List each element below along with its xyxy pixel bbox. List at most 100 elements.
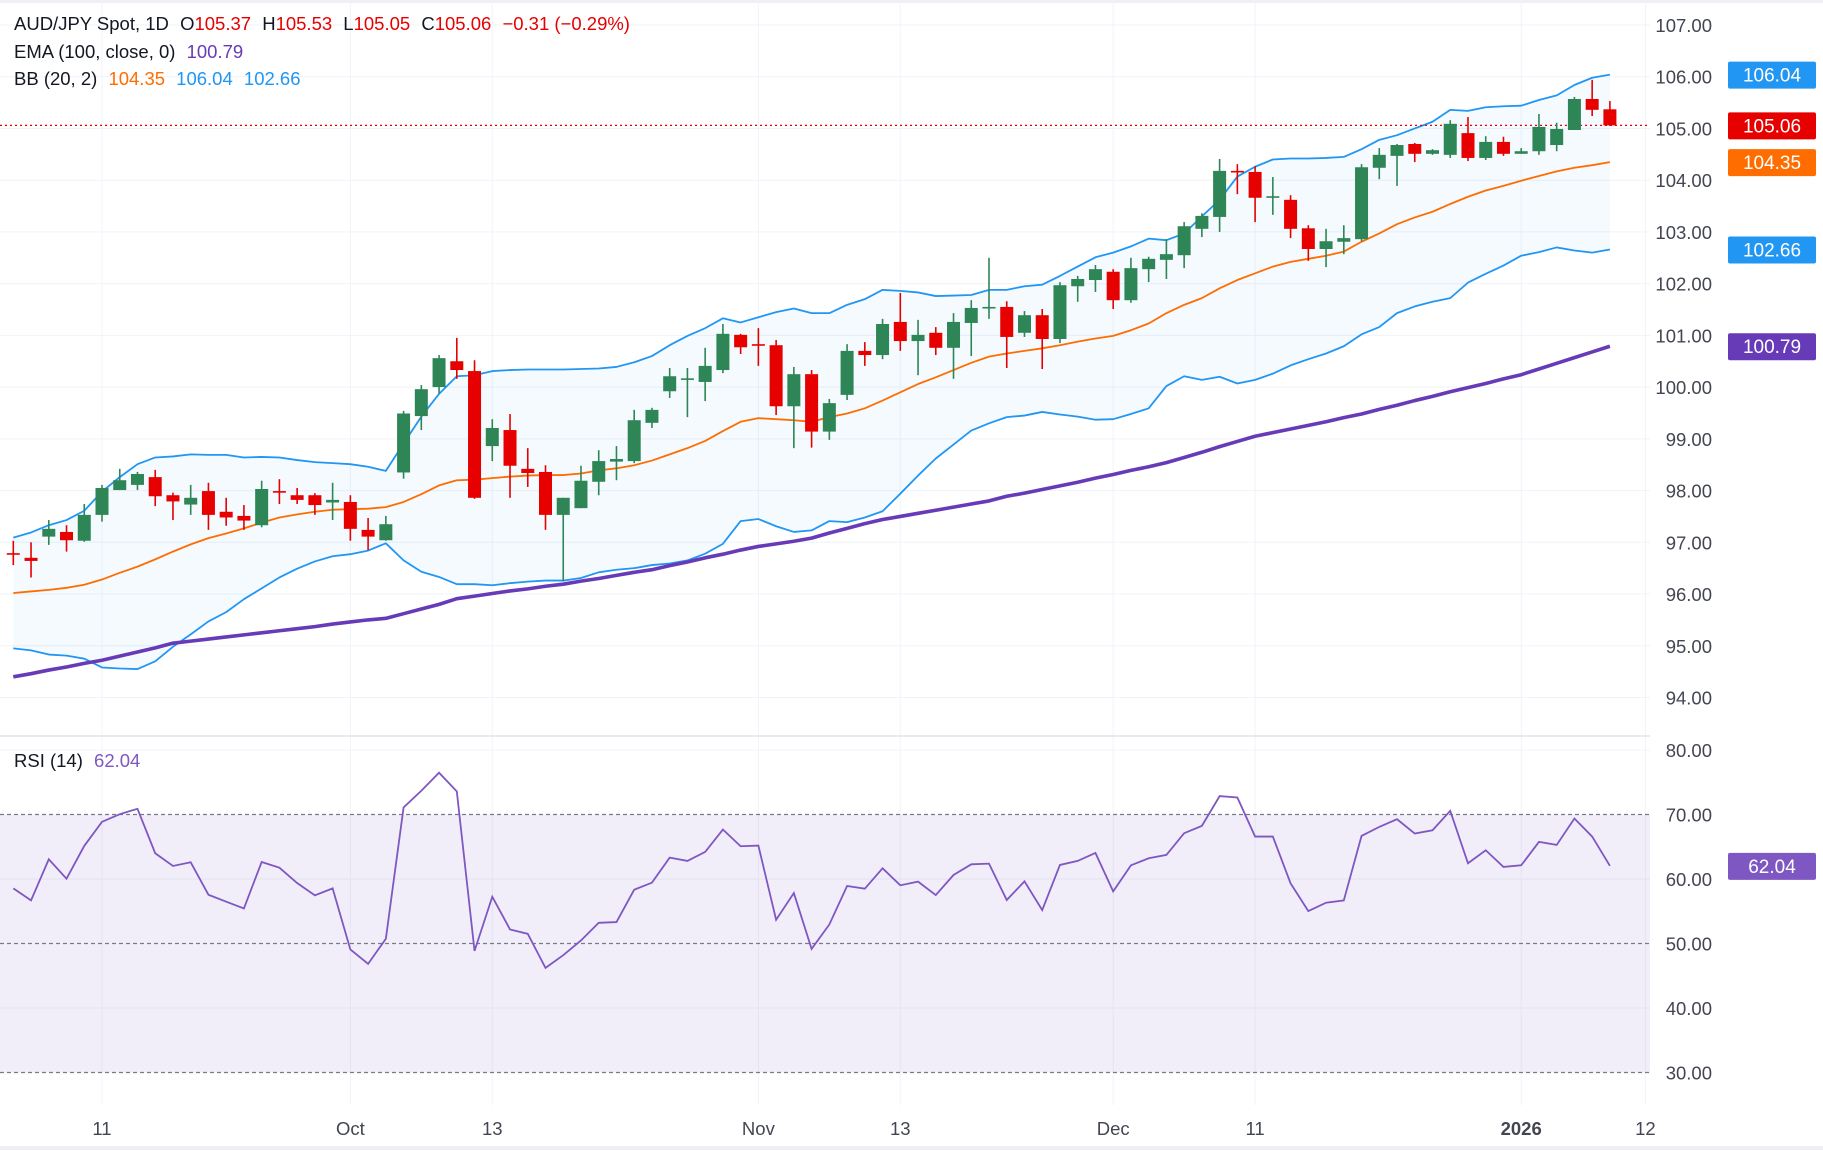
candle[interactable]: [787, 366, 801, 449]
candle[interactable]: [840, 344, 854, 401]
candle[interactable]: [1195, 213, 1209, 238]
candle[interactable]: [1159, 239, 1173, 279]
candle[interactable]: [1017, 311, 1031, 337]
candle[interactable]: [450, 337, 464, 379]
candle[interactable]: [1071, 275, 1085, 302]
candle[interactable]: [201, 482, 215, 530]
bb-legend[interactable]: BB (20, 2) 104.35 106.04 102.66: [14, 68, 307, 90]
candle[interactable]: [556, 497, 570, 582]
candle[interactable]: [769, 340, 783, 416]
candle[interactable]: [60, 525, 74, 552]
candle[interactable]: [1301, 225, 1315, 261]
candle[interactable]: [1496, 136, 1510, 156]
candle[interactable]: [680, 367, 694, 418]
candle[interactable]: [964, 300, 978, 357]
candle[interactable]: [645, 407, 659, 428]
candle[interactable]: [858, 342, 872, 366]
bb-upper-line[interactable]: [13, 73, 1611, 539]
candle[interactable]: [95, 484, 109, 522]
candle[interactable]: [1372, 148, 1386, 180]
candle[interactable]: [1355, 164, 1369, 242]
candle[interactable]: [1124, 257, 1138, 303]
candle[interactable]: [663, 367, 677, 398]
candle[interactable]: [805, 370, 819, 448]
candle[interactable]: [468, 360, 482, 499]
candle[interactable]: [1035, 308, 1049, 370]
candle[interactable]: [1514, 148, 1528, 154]
candle[interactable]: [734, 333, 748, 355]
candle[interactable]: [982, 257, 996, 319]
candle[interactable]: [432, 355, 446, 394]
bb-lower-line[interactable]: [13, 246, 1611, 670]
candle[interactable]: [1585, 79, 1599, 117]
candle[interactable]: [6, 540, 20, 566]
candle[interactable]: [113, 468, 127, 491]
candle[interactable]: [24, 542, 38, 578]
candle[interactable]: [539, 465, 552, 530]
candle[interactable]: [1053, 282, 1067, 344]
candle[interactable]: [1088, 265, 1102, 292]
candle[interactable]: [574, 465, 588, 509]
candle[interactable]: [521, 448, 535, 487]
candle[interactable]: [716, 323, 730, 374]
candle[interactable]: [1426, 149, 1439, 155]
candle[interactable]: [751, 328, 765, 366]
candle[interactable]: [1213, 158, 1227, 232]
candle[interactable]: [1248, 166, 1262, 223]
candle[interactable]: [130, 471, 144, 491]
candle[interactable]: [822, 399, 836, 440]
candle[interactable]: [1142, 256, 1156, 283]
candle[interactable]: [1461, 117, 1475, 162]
candle[interactable]: [308, 493, 322, 515]
price-pane[interactable]: [0, 73, 1650, 679]
candle[interactable]: [397, 410, 411, 479]
candle[interactable]: [698, 347, 712, 402]
candle[interactable]: [379, 515, 393, 541]
candle[interactable]: [1266, 177, 1280, 215]
candle[interactable]: [947, 313, 961, 379]
candle[interactable]: [1230, 164, 1244, 195]
candle[interactable]: [609, 446, 623, 481]
candle[interactable]: [1550, 122, 1564, 152]
candle[interactable]: [876, 318, 890, 360]
candle[interactable]: [503, 414, 517, 498]
candle[interactable]: [77, 504, 91, 542]
candle[interactable]: [1106, 269, 1120, 309]
ema-line[interactable]: [12, 344, 1611, 679]
candle[interactable]: [166, 492, 180, 521]
rsi-line[interactable]: [12, 771, 1611, 970]
candle[interactable]: [1390, 143, 1404, 186]
candle[interactable]: [1408, 142, 1422, 163]
candle[interactable]: [219, 497, 233, 526]
candle[interactable]: [1443, 120, 1457, 158]
candle[interactable]: [237, 505, 251, 530]
candle[interactable]: [255, 480, 269, 528]
rsi-pane[interactable]: [0, 771, 1650, 1074]
candle[interactable]: [1532, 113, 1546, 155]
candle[interactable]: [1567, 96, 1581, 131]
candle[interactable]: [184, 484, 198, 515]
candle[interactable]: [627, 409, 641, 464]
candle[interactable]: [1177, 222, 1191, 269]
candle[interactable]: [361, 517, 375, 551]
candle[interactable]: [911, 319, 925, 376]
candle[interactable]: [929, 327, 943, 356]
candle[interactable]: [592, 450, 606, 496]
candle[interactable]: [326, 482, 340, 521]
candle[interactable]: [343, 495, 357, 541]
candle[interactable]: [1603, 101, 1617, 126]
candle[interactable]: [1337, 225, 1351, 255]
candle[interactable]: [1479, 136, 1493, 161]
candle[interactable]: [414, 385, 428, 431]
candle[interactable]: [485, 419, 499, 462]
candle[interactable]: [272, 479, 286, 505]
candle[interactable]: [290, 487, 304, 505]
ema-legend[interactable]: EMA (100, close, 0) 100.79: [14, 41, 249, 63]
candle[interactable]: [893, 292, 907, 351]
candle[interactable]: [1319, 228, 1333, 268]
candle[interactable]: [42, 520, 56, 545]
candle[interactable]: [1284, 195, 1298, 239]
candle[interactable]: [1000, 301, 1014, 368]
rsi-legend[interactable]: RSI (14) 62.04: [14, 750, 146, 772]
